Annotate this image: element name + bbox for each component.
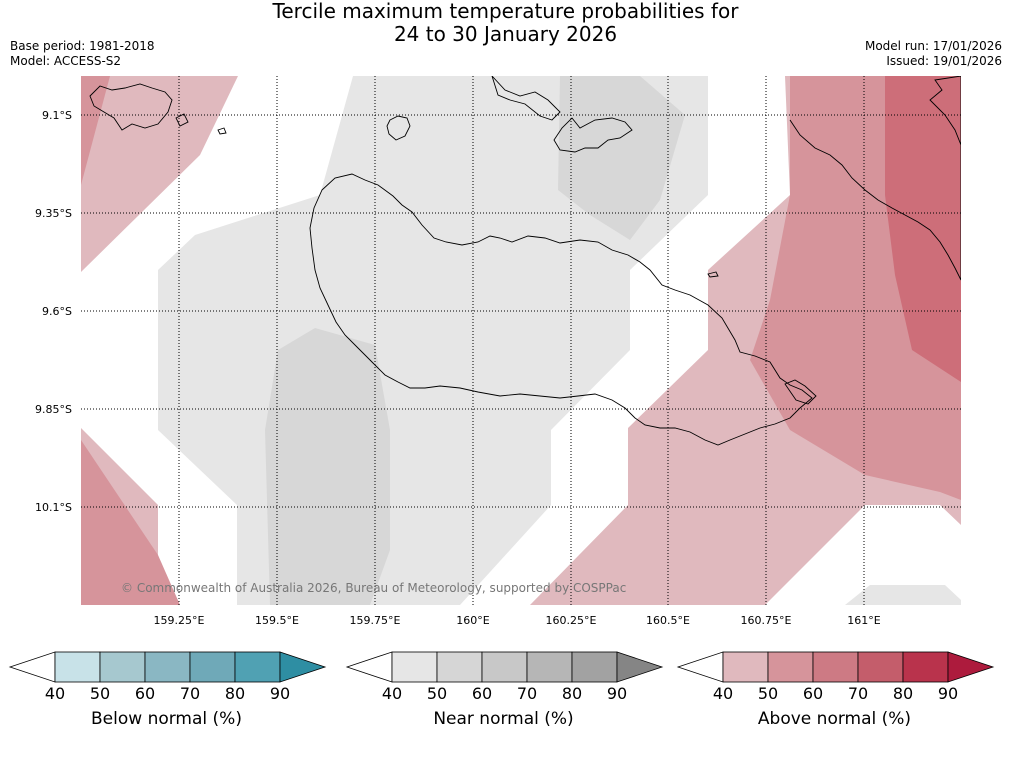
lon-label: 160.25°E [546,614,597,627]
lat-labels: 9.1°S 9.35°S 9.6°S 9.85°S 10.1°S [35,109,72,514]
map-title: Tercile maximum temperature probabilitie… [0,0,1011,46]
colorbar-tick-label: 70 [517,684,537,703]
colorbar-tick-label: 40 [45,684,65,703]
colorbar-tick-label: 60 [135,684,155,703]
colorbar-segment [234,651,281,683]
title-line-2: 24 to 30 January 2026 [393,22,618,46]
lat-label: 9.6°S [42,305,72,318]
lon-label: 160°E [456,614,489,627]
colorbar-tick-label: 40 [382,684,402,703]
near-normal-region [845,585,961,605]
near-normal-region [265,328,390,605]
lon-label: 159.75°E [350,614,401,627]
colorbar-above: 40 50 60 70 80 90 [676,651,995,703]
savo-coastline [491,76,561,121]
colorbar-segment [571,651,618,683]
copyright-notice: © Commonwealth of Australia 2026, Bureau… [121,581,626,595]
colorbar-tick-label: 80 [562,684,582,703]
lon-label: 160.75°E [741,614,792,627]
lat-label: 9.85°S [35,403,72,416]
colorbar-tick-label: 50 [427,684,447,703]
colorbar-arrow-low [8,651,56,683]
colorbar-below: 40 50 60 70 80 90 [8,651,327,703]
model-run: Model run: 17/01/2026 [864,39,1002,53]
islet-coastline [707,271,719,278]
islet-coastline [784,379,817,405]
title-line-1: Tercile maximum temperature probabilitie… [272,0,739,23]
lon-label: 159.25°E [154,614,205,627]
colorbar-tick-label: 50 [90,684,110,703]
colorbar-tick-label: 60 [472,684,492,703]
colorbar-tick-label: 40 [713,684,733,703]
colorbar-label-above: Above normal (%) [757,709,912,729]
colorbar-segment [189,651,236,683]
colorbar-tick-label: 50 [758,684,778,703]
colorbar-tick-label: 90 [607,684,627,703]
colorbar-tick-label: 70 [848,684,868,703]
lat-label: 9.35°S [35,207,72,220]
model-name: Model: ACCESS-S2 [10,54,122,68]
colorbar-segment [436,651,483,683]
nggela-coastline [386,115,411,141]
colorbar-tick-label: 90 [938,684,958,703]
lon-label: 159.5°E [255,614,299,627]
lon-label: 160.5°E [646,614,690,627]
colorbar-tick-label: 70 [180,684,200,703]
issued-date: Issued: 19/01/2026 [886,54,1002,68]
colorbar-segment [99,651,146,683]
meta-left: Base period: 1981-2018 Model: ACCESS-S2 [10,39,155,69]
colorbar-label-below: Below normal (%) [91,709,242,729]
colorbar-segment [902,651,949,683]
lon-labels: 159.25°E 159.5°E 159.75°E 160°E 160.25°E… [154,614,881,627]
colorbar-segment [767,651,814,683]
isabel-coastline [89,83,173,131]
nggela-coastline [553,117,633,153]
colorbar-segment [391,651,438,683]
colorbar-segment [144,651,191,683]
colorbar-segment [526,651,573,683]
near-normal-region [558,76,685,240]
colorbar-arrow-high [279,651,327,683]
lat-label: 9.1°S [42,109,72,122]
base-period: Base period: 1981-2018 [10,39,155,53]
islet-coastline [175,113,189,127]
above-normal-region [885,76,961,382]
lat-label: 10.1°S [35,501,72,514]
colorbar-arrow-high [947,651,995,683]
colorbar-tick-label: 80 [893,684,913,703]
colorbar-segment [481,651,528,683]
meta-right: Model run: 17/01/2026 Issued: 19/01/2026 [865,39,1002,69]
islet-coastline [217,127,227,135]
graticule [81,76,961,605]
colorbar-near: 40 50 60 70 80 90 [345,651,664,703]
colorbar-segment [812,651,859,683]
colorbar-tick-label: 90 [270,684,290,703]
probability-field [81,76,961,605]
colorbar-arrow-low [676,651,724,683]
above-normal-region [81,440,180,605]
above-normal-region [81,76,110,185]
colorbar-arrow-high [616,651,664,683]
colorbar-label-near: Near normal (%) [433,709,574,729]
colorbar-segment [54,651,101,683]
colorbar-tick-label: 80 [225,684,245,703]
colorbar-segment [857,651,904,683]
above-normal-region [81,76,238,272]
guadalcanal-coastline [309,173,813,446]
colorbar-segment [722,651,769,683]
malaita-coastline [789,76,961,281]
colorbar-arrow-low [345,651,393,683]
coastlines [89,76,961,446]
colorbar-tick-label: 60 [803,684,823,703]
lon-label: 161°E [847,614,880,627]
